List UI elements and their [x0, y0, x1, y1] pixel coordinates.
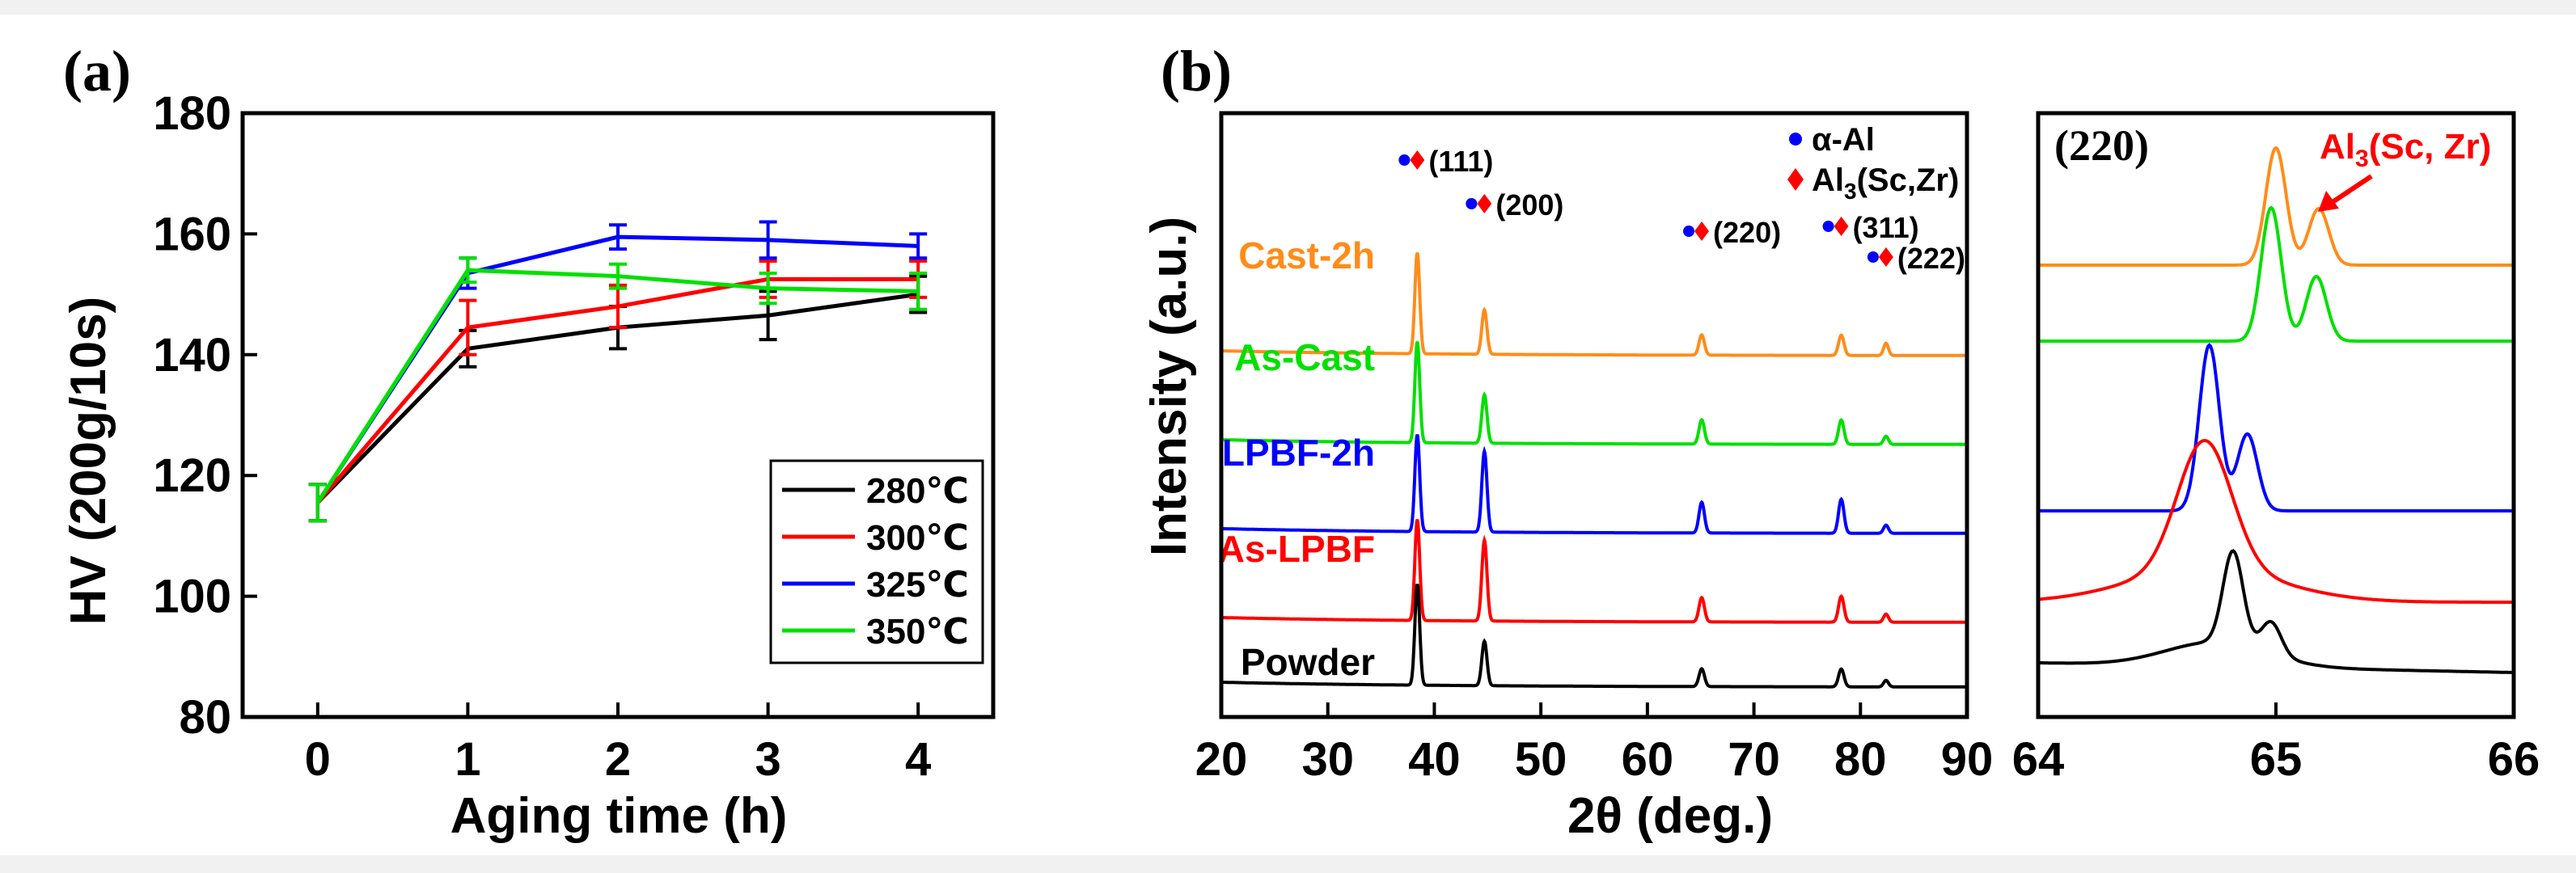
legend-al3-marker — [1787, 168, 1804, 191]
panel-b-ylabel: Intensity (a.u.) — [1141, 217, 1197, 556]
x-tick-label: 3 — [755, 733, 780, 786]
panel-c: 64 65 66 Al3(Sc, Zr) (220) — [2012, 111, 2540, 786]
panel-a-legend: 280℃ 300℃ 325℃ 350℃ — [769, 459, 984, 664]
alpha-al-marker — [1466, 198, 1478, 209]
legend-alpha-al-label: α-Al — [1812, 122, 1875, 158]
peak-label: (111) — [1428, 145, 1493, 178]
y-tick-label: 80 — [179, 691, 231, 744]
peak-label: (311) — [1853, 211, 1919, 244]
x-tick-label: 2 — [605, 733, 631, 786]
panel-a-label: (a) — [63, 39, 131, 103]
x-tick-label: 0 — [305, 733, 331, 786]
panel-b-plot: 20 30 40 50 60 70 80 90 Cast-2h As-Cast LPBF-2h As-… — [1195, 111, 1994, 786]
alpha-al-marker — [1822, 221, 1834, 232]
panel-a-ylabel: HV (200g/10s) — [61, 297, 116, 626]
series-3 — [2037, 438, 2514, 604]
x-tick-label: 65 — [2250, 733, 2303, 786]
panel-a: (a) 0 1 2 3 4 80 100 120 140 160 180 Aging time (h… — [61, 39, 996, 844]
panel-a-xlabel: Aging time (h) — [450, 788, 788, 844]
inset-trace — [2038, 146, 2514, 267]
series-label: Cast-2h — [1238, 234, 1375, 276]
x-tick-label: 60 — [1622, 733, 1674, 786]
panel-c-label: (220) — [2054, 121, 2149, 170]
alpha-al-marker — [1398, 154, 1411, 166]
annotation-arrow-line — [2331, 174, 2373, 205]
panel-b-label: (b) — [1161, 39, 1232, 103]
panel-a-plot: 0 1 2 3 4 80 100 120 140 160 180 — [153, 87, 996, 786]
legend-label: 325℃ — [866, 565, 969, 605]
y-tick-label: 120 — [153, 449, 231, 502]
inset-trace — [2037, 549, 2514, 674]
panel-b-xlabel: 2θ (deg.) — [1567, 788, 1773, 844]
x-tick-label: 90 — [1941, 733, 1994, 786]
alpha-al-marker — [1867, 251, 1879, 263]
al3-marker — [1834, 217, 1849, 236]
panel-b: (b) 20 30 40 50 60 70 80 90 Cast-2h As-Cast LPBF-2… — [1141, 39, 1993, 844]
series-3 — [308, 256, 928, 523]
series-3 — [1222, 519, 1966, 624]
al3-marker — [1694, 221, 1710, 241]
series-label: LPBF-2h — [1222, 432, 1375, 474]
legend-al3-rest: (Sc,Zr) — [1857, 162, 1960, 198]
series-label: As-LPBF — [1218, 528, 1375, 570]
y-tick-label: 100 — [153, 571, 231, 623]
annotation-label: Al3(Sc, Zr) — [2320, 127, 2491, 172]
x-tick-label: 50 — [1515, 733, 1567, 786]
series-label: Powder — [1241, 641, 1375, 683]
plot-frame — [2036, 111, 2516, 719]
al3-marker — [1878, 247, 1893, 267]
legend-al3-main: Al — [1812, 162, 1844, 198]
annotation-sub: 3 — [2355, 146, 2369, 172]
legend-al3-sub: 3 — [1844, 179, 1857, 204]
legend-label: 280℃ — [866, 471, 969, 511]
x-tick-label: 20 — [1195, 733, 1248, 786]
inset-trace — [2038, 343, 2514, 512]
y-tick-label: 160 — [153, 208, 231, 260]
inset-trace — [2038, 205, 2514, 343]
series-label: As-Cast — [1234, 336, 1375, 378]
series-4 — [2037, 549, 2514, 674]
legend-al3-label: Al3(Sc,Zr) — [1812, 162, 1959, 204]
series-0 — [1222, 252, 1966, 357]
x-tick-label: 30 — [1301, 733, 1354, 786]
x-tick-label: 80 — [1834, 733, 1887, 786]
series-2 — [2038, 343, 2514, 512]
series-2 — [1222, 434, 1966, 535]
xrd-trace — [1222, 434, 1966, 535]
peak-label: (220) — [1713, 216, 1781, 249]
x-tick-label: 40 — [1408, 733, 1461, 786]
plot-frame — [1219, 111, 1969, 719]
xrd-trace — [1222, 341, 1966, 446]
series-1 — [2038, 205, 2514, 343]
series-4 — [1222, 584, 1966, 689]
peak-label: (200) — [1495, 188, 1563, 221]
xrd-trace — [1222, 252, 1966, 357]
xrd-trace — [1222, 519, 1966, 624]
x-tick-label: 66 — [2488, 733, 2540, 786]
series-1 — [1222, 341, 1966, 446]
x-tick-label: 4 — [905, 733, 931, 786]
annotation-arrow-head — [2318, 191, 2339, 212]
xrd-trace — [1222, 584, 1966, 689]
y-tick-label: 180 — [153, 87, 231, 140]
legend-alpha-al-marker — [1789, 133, 1802, 146]
x-tick-label: 64 — [2012, 733, 2065, 786]
annotation-main: Al — [2320, 127, 2355, 167]
legend-label: 300℃ — [866, 518, 969, 558]
x-tick-label: 70 — [1728, 733, 1780, 786]
series-0 — [2038, 146, 2514, 267]
al3-marker — [1410, 150, 1425, 170]
plot-frame — [240, 111, 996, 719]
peak-label: (222) — [1897, 242, 1965, 275]
alpha-al-marker — [1683, 226, 1695, 237]
al3-marker — [1477, 194, 1492, 213]
y-tick-label: 140 — [153, 329, 231, 382]
x-tick-label: 1 — [455, 733, 480, 786]
inset-trace — [2037, 438, 2514, 604]
annotation-rest: (Sc, Zr) — [2369, 127, 2492, 167]
legend-label: 350℃ — [866, 612, 969, 652]
panel-c-plot: 64 65 66 Al3(Sc, Zr) — [2012, 111, 2540, 786]
